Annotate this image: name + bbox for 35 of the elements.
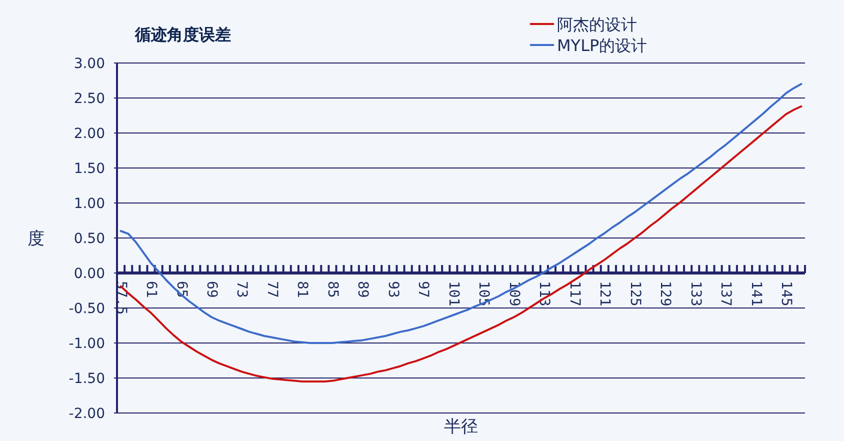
- y-tick-label: -0.50: [68, 301, 105, 317]
- x-tick-label: 97: [415, 281, 432, 298]
- y-tick-label: 2.00: [74, 126, 105, 142]
- y-axis-title: 度: [28, 229, 44, 249]
- x-tick-label: 133: [687, 281, 704, 306]
- x-tick-label: 137: [718, 281, 734, 306]
- y-tick-label: -1.00: [68, 336, 105, 352]
- y-tick-label: 0.00: [74, 266, 105, 282]
- x-tick-label: 89: [354, 281, 371, 298]
- x-tick-label: 77: [264, 281, 280, 298]
- y-tick-label: 1.00: [74, 196, 105, 212]
- x-tick-label: 141: [748, 281, 764, 306]
- y-tick-label: -1.50: [68, 371, 105, 387]
- x-axis-title: 半径: [444, 417, 478, 437]
- x-tick-label: 61: [143, 281, 160, 298]
- x-tick-label: 93: [384, 281, 401, 298]
- y-tick-label: 2.50: [74, 91, 105, 107]
- x-tick-label: 69: [204, 281, 220, 298]
- x-tick-label: 121: [596, 281, 613, 306]
- x-tick-label: 101: [445, 281, 462, 306]
- y-tick-label: 1.50: [74, 161, 105, 177]
- y-tick-label: -2.00: [68, 406, 105, 422]
- x-tick-label: 145: [778, 281, 794, 306]
- x-tick-label: 125: [626, 281, 643, 306]
- x-tick-label: 85: [324, 281, 340, 298]
- chart-title: 循迹角度误差: [134, 25, 231, 44]
- y-tick-label: 3.00: [74, 56, 105, 72]
- x-tick-label: 81: [294, 281, 310, 298]
- x-tick-label: 117: [566, 281, 582, 306]
- y-tick-label: 0.50: [74, 231, 105, 247]
- x-tick-label: 113: [536, 281, 552, 306]
- x-tick-label: 73: [234, 281, 250, 298]
- legend-label: 阿杰的设计: [557, 15, 637, 34]
- x-tick-label: 129: [657, 281, 674, 306]
- legend-label: MYLP的设计: [557, 36, 648, 55]
